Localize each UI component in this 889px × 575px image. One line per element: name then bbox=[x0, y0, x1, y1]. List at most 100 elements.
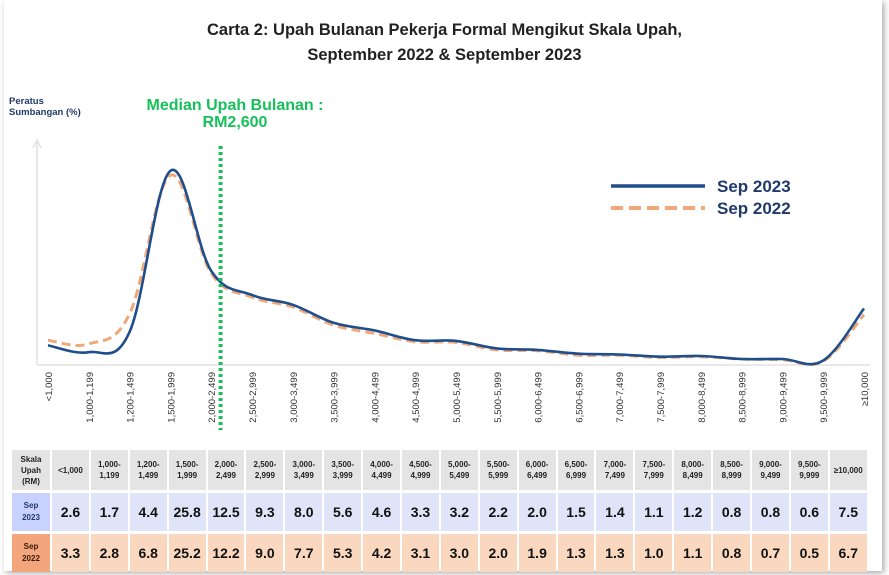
table-cell: 5.3 bbox=[324, 534, 362, 572]
table-cell: 0.7 bbox=[752, 534, 789, 572]
x-tick-label: 1,500-1,999 bbox=[166, 372, 177, 423]
table-cell: 1.2 bbox=[674, 493, 712, 531]
x-tick-label: 3,500-3,999 bbox=[330, 372, 341, 423]
table-header-cell: 2,000- 2,499 bbox=[207, 450, 245, 490]
table-cell: 2.8 bbox=[90, 534, 128, 572]
legend-label: Sep 2023 bbox=[717, 177, 791, 196]
table-cell: 1.1 bbox=[674, 534, 712, 572]
median-annotation: Median Upah Bulanan : RM2,600 bbox=[120, 97, 350, 131]
x-tick-label: 5,500-5,999 bbox=[493, 372, 504, 423]
table-header-cell: 2,500- 2,999 bbox=[246, 450, 284, 490]
table-header-cell: 1,000- 1,199 bbox=[90, 450, 128, 490]
table-cell: 3.0 bbox=[440, 534, 478, 572]
series-line-sep-2023 bbox=[47, 168, 866, 366]
table-cell: 3.3 bbox=[402, 493, 439, 531]
table-cell: 2.6 bbox=[52, 493, 89, 531]
table-row: Sep 2022 3.3 2.8 6.8 25.2 12.2 9.0 7.7 5.3 4.2 3.1 3… bbox=[12, 534, 867, 572]
table-cell: 2.0 bbox=[518, 493, 556, 531]
table-cell: 12.5 bbox=[207, 493, 245, 531]
chart-title-line1: Carta 2: Upah Bulanan Pekerja Formal Men… bbox=[207, 21, 682, 39]
table-cell: 1.9 bbox=[518, 534, 556, 572]
table-header-cell: 1,200- 1,499 bbox=[129, 450, 167, 490]
table-header-cell: 5,500- 5,999 bbox=[479, 450, 517, 490]
y-axis-label: Peratus Sumbangan (%) bbox=[9, 96, 81, 118]
chart-title: Carta 2: Upah Bulanan Pekerja Formal Men… bbox=[0, 18, 889, 68]
data-table: Skala Upah (RM) <1,000 1,000- 1,199 1,200- 1,49… bbox=[10, 447, 869, 575]
table-cell: 6.8 bbox=[129, 534, 167, 572]
table-cell: 0.8 bbox=[752, 493, 789, 531]
table-header-cell: 8,000- 8,499 bbox=[674, 450, 712, 490]
table-header-row: Skala Upah (RM) <1,000 1,000- 1,199 1,200- 1,49… bbox=[12, 450, 867, 490]
table-cell: 1.3 bbox=[557, 534, 595, 572]
line-chart: <1,000 1,000-1,199 1,200-1,499 1,500-1,999 2… bbox=[32, 138, 871, 430]
table-header-cell: ≥10,000 bbox=[829, 450, 867, 490]
table-cell: 1.3 bbox=[596, 534, 634, 572]
x-tick-label: 4,000-4,499 bbox=[370, 372, 381, 423]
table-cell: 4.4 bbox=[129, 493, 167, 531]
x-tick-label: 7,500-7,999 bbox=[656, 372, 667, 423]
table-header-cell: 9,000- 9,499 bbox=[752, 450, 789, 490]
table-cell: 6.7 bbox=[829, 534, 867, 572]
x-tick-label: 1,200-1,499 bbox=[126, 372, 137, 423]
table-header-cell: 4,500- 4,999 bbox=[402, 450, 439, 490]
table-row-header: Sep 2023 bbox=[12, 493, 50, 531]
table-cell: 9.3 bbox=[246, 493, 284, 531]
x-tick-label: 7,000-7,499 bbox=[615, 372, 626, 423]
table-cell: 9.0 bbox=[246, 534, 284, 572]
table-cell: 7.7 bbox=[285, 534, 323, 572]
table-cell: 5.6 bbox=[324, 493, 362, 531]
table-cell: 1.5 bbox=[557, 493, 595, 531]
table-cell: 12.2 bbox=[207, 534, 245, 572]
table-header-cell: 7,000- 7,499 bbox=[596, 450, 634, 490]
table-header-cell: <1,000 bbox=[52, 450, 89, 490]
x-tick-label: 2,500-2,999 bbox=[248, 372, 259, 423]
table-header-cell: 3,000- 3,499 bbox=[285, 450, 323, 490]
x-tick-label: 2,000-2,499 bbox=[207, 372, 218, 423]
table-cell: 1.7 bbox=[90, 493, 128, 531]
table-cell: 0.6 bbox=[790, 493, 828, 531]
table-header-cell: 3,500- 3,999 bbox=[324, 450, 362, 490]
x-tick-label: 8,500-8,999 bbox=[738, 372, 749, 423]
table-cell: 0.8 bbox=[713, 534, 751, 572]
table-cell: 8.0 bbox=[285, 493, 323, 531]
y-axis-label-line2: Sumbangan (%) bbox=[9, 107, 81, 118]
table-header-cell: 9,500- 9,999 bbox=[790, 450, 828, 490]
table-cell: 2.0 bbox=[479, 534, 517, 572]
table-cell: 7.5 bbox=[829, 493, 867, 531]
table-header-cell: 6,500- 6,999 bbox=[557, 450, 595, 490]
table-header-cell: 6,000- 6,499 bbox=[518, 450, 556, 490]
chart-title-line2: September 2022 & September 2023 bbox=[307, 46, 582, 64]
table-cell: 3.1 bbox=[402, 534, 439, 572]
table-header-cell: 4,000- 4,499 bbox=[363, 450, 401, 490]
x-tick-label: <1,000 bbox=[44, 372, 55, 401]
table-row-header: Sep 2022 bbox=[12, 534, 50, 572]
table-cell: 1.4 bbox=[596, 493, 634, 531]
legend-label: Sep 2022 bbox=[717, 199, 791, 218]
x-tick-label: 6,500-6,999 bbox=[574, 372, 585, 423]
table-header-cell: 8,500- 8,999 bbox=[713, 450, 751, 490]
x-tick-label: 9,500-9,999 bbox=[819, 372, 830, 423]
x-tick-label: 5,000-5,499 bbox=[452, 372, 463, 423]
table-header-cell: 5,000- 5,499 bbox=[440, 450, 478, 490]
x-tick-label: 4,500-4,999 bbox=[411, 372, 422, 423]
y-axis-arrow bbox=[32, 138, 42, 149]
y-axis-label-line1: Peratus bbox=[9, 96, 44, 107]
x-tick-label: 3,000-3,499 bbox=[289, 372, 300, 423]
table-cell: 1.0 bbox=[635, 534, 673, 572]
table-cell: 0.8 bbox=[713, 493, 751, 531]
table-cell: 4.2 bbox=[363, 534, 401, 572]
x-tick-label: ≥10,000 bbox=[860, 372, 871, 406]
table-cell: 1.1 bbox=[635, 493, 673, 531]
table-row: Sep 2023 2.6 1.7 4.4 25.8 12.5 9.3 8.0 5.6 4.6 3.3 3… bbox=[12, 493, 867, 531]
x-tick-label: 9,000-9,499 bbox=[778, 372, 789, 423]
x-tick-label: 8,000-8,499 bbox=[697, 372, 708, 423]
table-cell: 3.3 bbox=[52, 534, 89, 572]
table-cell: 2.2 bbox=[479, 493, 517, 531]
median-annotation-line1: Median Upah Bulanan : bbox=[146, 97, 324, 114]
table-cell: 0.5 bbox=[790, 534, 828, 572]
table-header-cell: 1,500- 1,999 bbox=[168, 450, 206, 490]
table-cell: 25.8 bbox=[168, 493, 206, 531]
x-tick-label: 1,000-1,199 bbox=[85, 372, 96, 423]
table-row-header: Skala Upah (RM) bbox=[12, 450, 50, 490]
table-cell: 25.2 bbox=[168, 534, 206, 572]
